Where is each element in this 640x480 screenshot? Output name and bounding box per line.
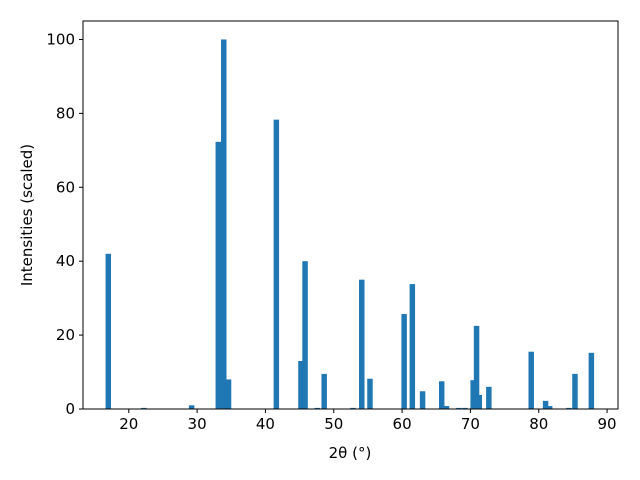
bar — [141, 407, 147, 409]
bar — [188, 405, 195, 409]
bar — [588, 352, 595, 409]
bar — [321, 373, 327, 409]
bar — [302, 261, 308, 409]
x-tick-label: 60 — [393, 415, 412, 433]
bar — [298, 360, 304, 409]
x-tick-label: 30 — [188, 415, 207, 433]
x-tick-label: 70 — [461, 415, 480, 433]
bar — [572, 373, 578, 409]
bar — [401, 314, 407, 409]
y-tick-label: 20 — [56, 326, 75, 344]
y-tick-label: 0 — [65, 400, 75, 418]
bar — [546, 406, 553, 409]
bar — [470, 380, 476, 409]
x-tick-label: 80 — [529, 415, 548, 433]
bar — [542, 400, 549, 409]
bar — [443, 406, 450, 409]
bar — [473, 325, 480, 409]
bar — [476, 394, 483, 409]
y-tick-label: 40 — [56, 252, 75, 270]
bar — [486, 386, 492, 409]
bar — [409, 284, 416, 409]
x-tick-label: 90 — [598, 415, 617, 433]
plot-frame — [82, 20, 619, 410]
x-tick-label: 50 — [324, 415, 343, 433]
bar — [225, 379, 232, 409]
y-tick-label: 80 — [56, 104, 75, 122]
bar — [350, 407, 356, 409]
bar — [566, 407, 572, 409]
bar — [314, 407, 321, 409]
bar — [273, 119, 280, 410]
x-axis-label: 2θ (°) — [329, 444, 372, 462]
bar — [215, 141, 222, 409]
bar — [438, 381, 445, 409]
x-tick-label: 20 — [119, 415, 138, 433]
bar — [462, 407, 468, 409]
bar — [419, 391, 426, 409]
bar — [221, 39, 227, 409]
bar — [105, 253, 112, 409]
bar — [367, 378, 373, 409]
x-tick-label: 40 — [256, 415, 275, 433]
y-axis-label: Intensities (scaled) — [18, 144, 36, 286]
bar — [528, 351, 534, 409]
y-tick-label: 100 — [46, 30, 75, 48]
y-tick-label: 60 — [56, 178, 75, 196]
bar — [359, 279, 365, 409]
bar — [456, 407, 462, 409]
